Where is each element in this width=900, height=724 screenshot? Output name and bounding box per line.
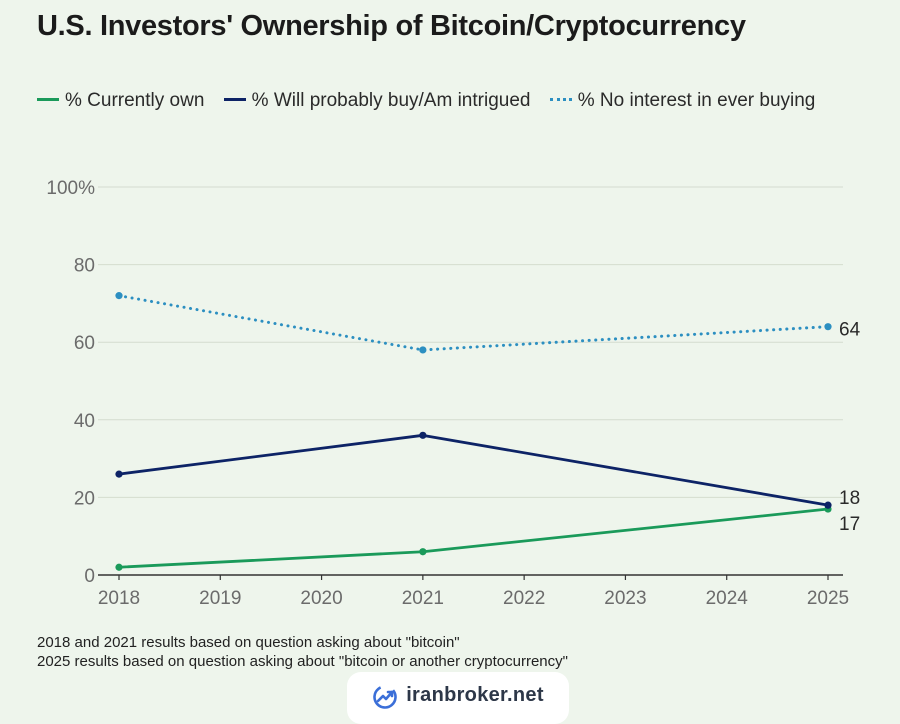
- legend-swatch-green: [37, 98, 59, 102]
- y-tick-label: 80: [74, 256, 95, 277]
- data-label: 64: [839, 320, 861, 341]
- x-tick-label: 2021: [402, 588, 444, 609]
- x-tick-label: 2019: [199, 588, 241, 609]
- chart-title: U.S. Investors' Ownership of Bitcoin/Cry…: [37, 10, 746, 42]
- legend-item-will-buy: % Will probably buy/Am intrigued: [223, 90, 536, 111]
- data-point: [115, 470, 123, 478]
- legend-item-currently-own: % Currently own: [37, 90, 210, 111]
- data-point: [419, 346, 427, 354]
- data-point: [824, 323, 832, 331]
- data-label: 17: [839, 514, 860, 535]
- brand-text: iranbroker.net: [406, 684, 544, 706]
- x-tick-label: 2024: [706, 588, 749, 609]
- series-line-1: [117, 433, 830, 507]
- data-point: [419, 548, 427, 556]
- footnote-line: 2018 and 2021 results based on question …: [37, 634, 460, 651]
- series-line-0: [117, 507, 830, 569]
- brand-watermark[interactable]: iranbroker.net: [347, 672, 569, 724]
- legend-swatch-navy: [223, 98, 246, 102]
- legend-label: % Will probably buy/Am intrigued: [251, 90, 531, 111]
- y-tick-label: 60: [74, 333, 95, 354]
- data-point: [419, 431, 427, 439]
- y-tick-label: 100%: [46, 178, 95, 199]
- data-label: 18: [839, 488, 860, 509]
- data-point: [115, 563, 123, 571]
- x-tick-label: 2025: [807, 588, 849, 609]
- data-point: [115, 292, 123, 300]
- y-tick-label: 40: [74, 411, 95, 432]
- y-tick-label: 0: [84, 566, 95, 587]
- data-point: [824, 501, 832, 509]
- x-tick-label: 2020: [300, 588, 342, 609]
- footnotes: 2018 and 2021 results based on question …: [37, 633, 568, 671]
- y-tick-label: 20: [74, 488, 95, 509]
- legend-swatch-dotted: [549, 98, 572, 102]
- x-tick-label: 2023: [604, 588, 646, 609]
- legend-label: % No interest in ever buying: [577, 90, 816, 111]
- chart-legend: % Currently own % Will probably buy/Am i…: [37, 86, 837, 115]
- footnote-line: 2025 results based on question asking ab…: [37, 653, 568, 670]
- x-tick-label: 2018: [98, 588, 140, 609]
- x-tick-label: 2022: [503, 588, 545, 609]
- legend-item-no-interest: % No interest in ever buying: [549, 90, 816, 111]
- chart-trend-icon: [373, 685, 398, 709]
- legend-label: % Currently own: [65, 90, 205, 111]
